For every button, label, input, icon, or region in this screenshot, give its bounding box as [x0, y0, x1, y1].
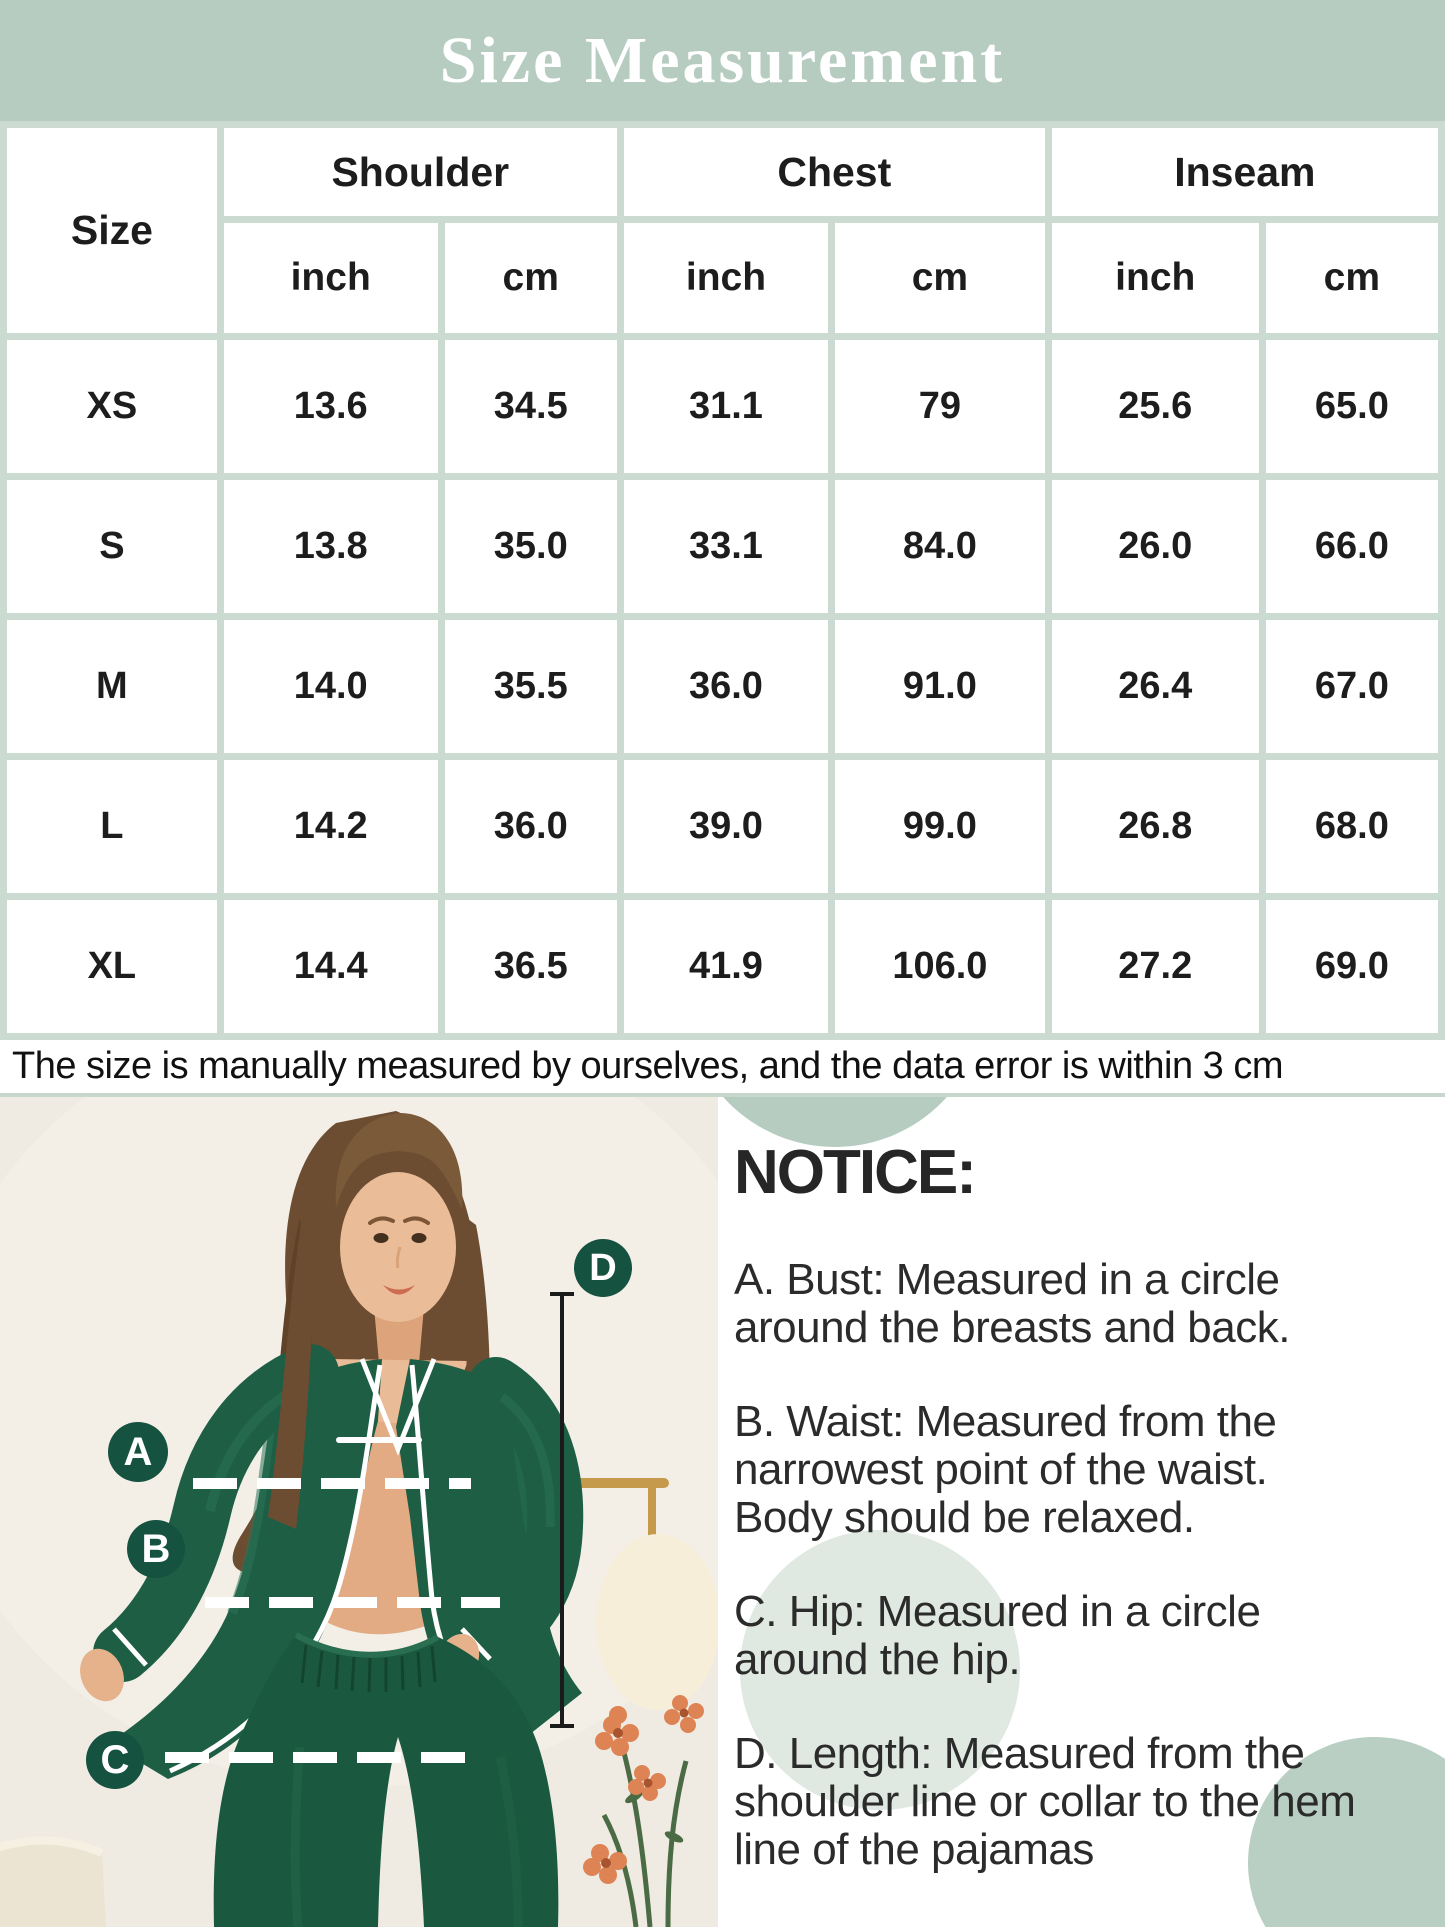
col-header-inseam: Inseam	[1051, 128, 1438, 216]
value-cell: 31.1	[623, 340, 829, 473]
length-measure-line	[550, 1292, 574, 1728]
size-table-wrap: Size Shoulder Chest Inseam inch cm inch …	[0, 121, 1445, 1040]
table-row-m: M 14.0 35.5 36.0 91.0 26.4 67.0	[7, 620, 1438, 753]
notice-panel: NOTICE: A. Bust: Measured in a circle ar…	[718, 1097, 1445, 1927]
size-label: S	[7, 480, 217, 613]
size-label: XS	[7, 340, 217, 473]
notice-heading: NOTICE:	[734, 1138, 977, 1207]
length-marker-badge: D	[574, 1239, 632, 1297]
unit-cell: cm	[1265, 223, 1438, 333]
value-cell: 36.5	[444, 900, 617, 1033]
value-cell: 25.6	[1051, 340, 1259, 473]
notice-item-waist: B. Waist: Measured from the narrowest po…	[734, 1397, 1277, 1542]
unit-cell: inch	[223, 223, 438, 333]
col-header-shoulder: Shoulder	[223, 128, 617, 216]
model-illustration	[0, 1097, 718, 1927]
value-cell: 14.0	[223, 620, 438, 753]
value-cell: 14.2	[223, 760, 438, 893]
value-cell: 13.6	[223, 340, 438, 473]
size-label: XL	[7, 900, 217, 1033]
value-cell: 27.2	[1051, 900, 1259, 1033]
hip-marker-badge: C	[86, 1731, 144, 1789]
bust-marker-badge: A	[108, 1422, 168, 1482]
table-units-row: inch cm inch cm inch cm	[7, 223, 1438, 333]
product-photo: A B C D	[0, 1097, 718, 1927]
table-header-row: Size Shoulder Chest Inseam	[7, 128, 1438, 333]
value-cell: 99.0	[835, 760, 1045, 893]
unit-cell: inch	[623, 223, 829, 333]
value-cell: 26.4	[1051, 620, 1259, 753]
value-cell: 26.0	[1051, 480, 1259, 613]
col-header-chest: Chest	[623, 128, 1045, 216]
value-cell: 106.0	[835, 900, 1045, 1033]
unit-cell: cm	[835, 223, 1045, 333]
size-table: Size Shoulder Chest Inseam inch cm inch …	[0, 121, 1445, 1040]
value-cell: 36.0	[623, 620, 829, 753]
value-cell: 35.0	[444, 480, 617, 613]
value-cell: 79	[835, 340, 1045, 473]
value-cell: 39.0	[623, 760, 829, 893]
col-header-size: Size	[7, 128, 217, 333]
unit-cell: inch	[1051, 223, 1259, 333]
value-cell: 65.0	[1265, 340, 1438, 473]
hip-dashed-line	[165, 1752, 470, 1763]
table-row-xs: XS 13.6 34.5 31.1 79 25.6 65.0	[7, 340, 1438, 473]
bottom-section: A B C D NOTICE: A. Bust: Measured in a c…	[0, 1093, 1445, 1927]
unit-cell: cm	[444, 223, 617, 333]
value-cell: 33.1	[623, 480, 829, 613]
value-cell: 41.9	[623, 900, 829, 1033]
size-label: M	[7, 620, 217, 753]
value-cell: 13.8	[223, 480, 438, 613]
size-label: L	[7, 760, 217, 893]
table-row-xl: XL 14.4 36.5 41.9 106.0 27.2 69.0	[7, 900, 1438, 1033]
notice-item-hip: C. Hip: Measured in a circle around the …	[734, 1587, 1261, 1684]
waist-dashed-line	[205, 1597, 500, 1608]
title-band: Size Measurement	[0, 0, 1445, 121]
value-cell: 67.0	[1265, 620, 1438, 753]
value-cell: 35.5	[444, 620, 617, 753]
measurement-note: The size is manually measured by ourselv…	[0, 1040, 1445, 1093]
value-cell: 91.0	[835, 620, 1045, 753]
value-cell: 34.5	[444, 340, 617, 473]
notice-item-bust: A. Bust: Measured in a circle around the…	[734, 1255, 1290, 1352]
decorative-circle-middle	[740, 1530, 1020, 1810]
waist-marker-badge: B	[127, 1520, 185, 1578]
value-cell: 84.0	[835, 480, 1045, 613]
bust-dashed-line	[193, 1478, 471, 1489]
value-cell: 36.0	[444, 760, 617, 893]
table-row-l: L 14.2 36.0 39.0 99.0 26.8 68.0	[7, 760, 1438, 893]
table-row-s: S 13.8 35.0 33.1 84.0 26.0 66.0	[7, 480, 1438, 613]
page-title: Size Measurement	[439, 23, 1006, 97]
value-cell: 69.0	[1265, 900, 1438, 1033]
notice-item-length: D. Length: Measured from the shoulder li…	[734, 1729, 1356, 1874]
value-cell: 14.4	[223, 900, 438, 1033]
value-cell: 66.0	[1265, 480, 1438, 613]
value-cell: 68.0	[1265, 760, 1438, 893]
value-cell: 26.8	[1051, 760, 1259, 893]
